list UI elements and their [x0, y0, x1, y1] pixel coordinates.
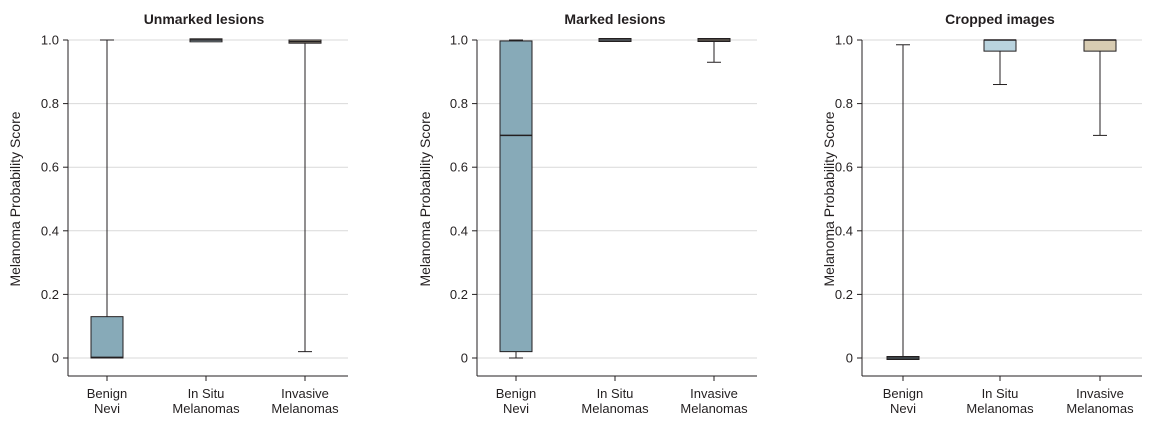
y-tick-label: 0: [461, 351, 468, 366]
y-tick-label: 0.4: [450, 223, 468, 238]
box-2: [983, 39, 1017, 86]
box-3: [697, 38, 731, 63]
x-tick-label: Benign: [87, 386, 127, 401]
y-axis-label: Melanoma Probability Score: [7, 111, 23, 286]
box-1: [90, 39, 124, 359]
y-tick-label: 1.0: [41, 33, 59, 48]
box-1: [886, 44, 920, 360]
x-tick-label: Melanomas: [680, 401, 748, 416]
box-1: [499, 39, 533, 359]
x-tick-label: In Situ: [597, 386, 634, 401]
x-tick-label: In Situ: [188, 386, 225, 401]
x-tick-label: Benign: [496, 386, 536, 401]
chart-title: Marked lesions: [564, 11, 665, 27]
box-3: [288, 39, 322, 353]
x-tick-label: Melanomas: [581, 401, 649, 416]
x-tick-label: Melanomas: [172, 401, 240, 416]
y-tick-label: 0.8: [41, 96, 59, 111]
x-tick-label: Melanomas: [271, 401, 339, 416]
chart-title: Cropped images: [945, 11, 1055, 27]
box-iqr: [983, 39, 1017, 52]
y-tick-label: 1.0: [450, 33, 468, 48]
x-tick-label: Invasive: [281, 386, 329, 401]
y-axis-label: Melanoma Probability Score: [821, 111, 837, 286]
y-tick-label: 0: [846, 351, 853, 366]
y-tick-label: 0.4: [41, 223, 59, 238]
x-tick-label: Melanomas: [1066, 401, 1134, 416]
x-tick-label: Nevi: [890, 401, 916, 416]
x-tick-label: Nevi: [503, 401, 529, 416]
y-tick-label: 0.6: [450, 160, 468, 175]
chart-panel-3: Cropped images 0 0.2 0.4 0.6 0.8 1.0 Melanoma P…: [821, 11, 1142, 416]
box-3: [1083, 39, 1117, 136]
box-iqr: [499, 40, 533, 353]
y-tick-label: 0.8: [450, 96, 468, 111]
box-iqr: [1083, 39, 1117, 52]
y-tick-label: 0.4: [835, 223, 853, 238]
y-tick-label: 0: [52, 351, 59, 366]
y-tick-label: 0.6: [41, 160, 59, 175]
box-2: [189, 38, 223, 43]
chart-panel-1: Unmarked lesions 0 0.2 0.4 0.6 0.8 1.0 Melanoma…: [7, 11, 348, 416]
x-tick-label: Invasive: [1076, 386, 1124, 401]
y-tick-label: 0.2: [41, 287, 59, 302]
y-tick-label: 1.0: [835, 33, 853, 48]
y-tick-label: 0.2: [835, 287, 853, 302]
chart-panel-2: Marked lesions 0 0.2 0.4 0.6 0.8 1.0 Melanoma P…: [417, 11, 757, 416]
x-tick-label: In Situ: [982, 386, 1019, 401]
y-tick-label: 0.8: [835, 96, 853, 111]
x-tick-label: Invasive: [690, 386, 738, 401]
x-tick-label: Nevi: [94, 401, 120, 416]
y-tick-label: 0.2: [450, 287, 468, 302]
y-axis-label: Melanoma Probability Score: [417, 111, 433, 286]
chart-title: Unmarked lesions: [144, 11, 265, 27]
box-2: [598, 38, 632, 42]
x-tick-label: Benign: [883, 386, 923, 401]
y-tick-label: 0.6: [835, 160, 853, 175]
x-tick-label: Melanomas: [966, 401, 1034, 416]
box-iqr: [90, 316, 124, 359]
